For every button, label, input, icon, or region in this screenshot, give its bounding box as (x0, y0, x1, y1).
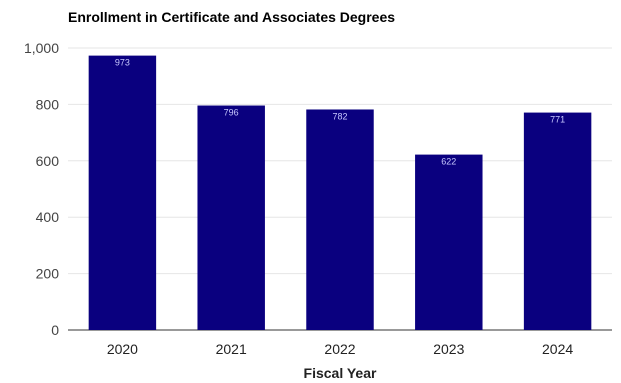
bar-2023 (415, 154, 483, 330)
data-label-2022: 782 (332, 111, 347, 121)
x-axis-ticks: 2020 2021 2022 2023 2024 (107, 341, 574, 357)
y-tick-label: 400 (36, 209, 60, 225)
data-label-2024: 771 (550, 115, 565, 125)
y-tick-label: 800 (36, 96, 60, 112)
x-tick-label: 2021 (216, 341, 247, 357)
data-labels: 973 796 782 622 771 (115, 58, 565, 167)
y-tick-label: 0 (51, 322, 59, 338)
y-tick-label: 1,000 (24, 40, 59, 56)
bar-2020 (88, 55, 157, 330)
bar-2021 (197, 105, 265, 330)
chart-title: Enrollment in Certificate and Associates… (68, 9, 396, 25)
x-tick-label: 2020 (107, 341, 138, 357)
x-axis-label: Fiscal Year (304, 365, 377, 381)
bar-2024 (523, 112, 592, 330)
y-axis-ticks: 0 200 400 600 800 1,000 (24, 40, 59, 338)
data-label-2023: 622 (441, 157, 456, 167)
x-tick-label: 2023 (433, 341, 464, 357)
y-tick-label: 600 (36, 153, 60, 169)
x-tick-label: 2022 (324, 341, 355, 357)
data-label-2020: 973 (115, 58, 130, 68)
bar-2022 (306, 109, 374, 330)
x-tick-label: 2024 (542, 341, 573, 357)
y-tick-label: 200 (36, 266, 60, 282)
bars (88, 55, 592, 330)
data-label-2021: 796 (224, 108, 239, 118)
